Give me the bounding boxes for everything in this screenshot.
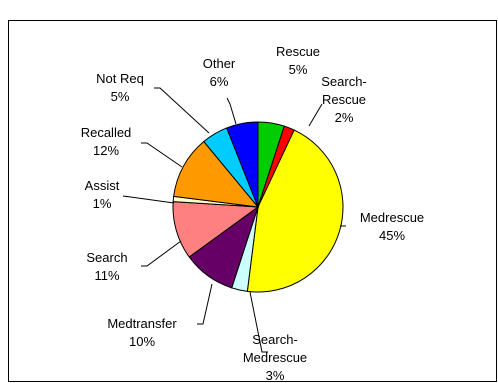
slice-label-search-medrescue: Search-Medrescue 3% [243,332,307,383]
slice-label-medrescue: Medrescue 45% [360,210,424,243]
slice-label-search: Search 11% [86,250,127,283]
leader-line-recalled [141,142,183,168]
pie-slice-medrescue [246,129,344,293]
slice-label-recalled: Recalled 12% [81,125,132,158]
leader-line-medtransfer [197,283,213,325]
leader-line-assist [122,195,175,204]
pie-slice-recalled [173,140,260,208]
slice-label-not-req: Not Req 5% [96,71,144,104]
leader-line-search [141,240,182,267]
pie-slices [172,121,344,293]
pie-slice-other [226,121,259,208]
slice-label-assist: Assist 1% [85,178,120,211]
slice-label-search-rescue: Search-Rescue 2% [321,74,367,125]
leader-line-search-medrescue [249,291,268,353]
slice-labels: Rescue 5%Search-Rescue 2% Medrescue 45% Searc… [81,44,424,383]
slice-label-rescue: Rescue 5% [276,44,320,77]
leader-line-other [226,97,237,125]
leader-line-not-req [154,87,210,134]
slice-label-medtransfer: Medtransfer 10% [107,316,177,349]
leader-lines [122,87,346,353]
leader-line-search-rescue [308,103,323,127]
slice-label-other: Other 6% [203,56,236,89]
